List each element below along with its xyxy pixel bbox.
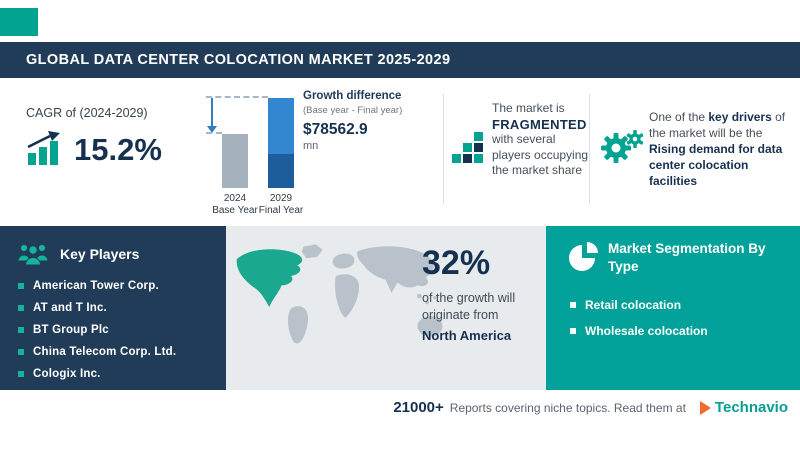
fragmented-rest: with several players occupying the marke…: [492, 132, 589, 177]
difference-arrow-icon: [207, 126, 217, 133]
region-growth-panel: 32% of the growth will originate from No…: [226, 226, 546, 390]
bullet-square-icon: [18, 349, 24, 355]
growth-difference-sublabel: (Base year - Final year): [303, 105, 403, 116]
bar-2029: [268, 98, 294, 188]
people-icon: [17, 243, 49, 266]
india-region: [385, 279, 399, 294]
asia-region: [357, 246, 434, 288]
gear-icon: [601, 130, 643, 163]
segment-name: Wholesale colocation: [585, 324, 708, 338]
greenland-region: [301, 244, 323, 259]
footer-text: Reports covering niche topics. Read them…: [449, 400, 686, 415]
world-map: [236, 244, 443, 344]
key-players-list: American Tower Corp. AT and T Inc. BT Gr…: [18, 280, 176, 390]
brand-corner-square: [0, 8, 38, 36]
australia-region: [417, 316, 443, 337]
pie-chart-icon: [569, 242, 598, 271]
bar-2024: [222, 134, 248, 188]
fragmented-squares-icon: [452, 132, 483, 163]
report-count: 21000+: [393, 399, 444, 416]
bullet-square-icon: [570, 302, 576, 308]
key-player-name: BT Group Plc: [33, 324, 109, 336]
bullet-square-icon: [18, 305, 24, 311]
growth-difference-value: $78562.9: [303, 121, 368, 138]
list-item: Cologix Inc.: [18, 368, 176, 380]
key-driver-bold2: Rising demand for data center colocation…: [649, 142, 783, 188]
cagr-value: 15.2%: [74, 132, 162, 167]
segment-name: Retail colocation: [585, 298, 682, 312]
section-divider: [589, 94, 590, 204]
technavio-arrow-icon: [699, 400, 711, 415]
list-item: Wholesale colocation: [570, 324, 708, 338]
fragmented-highlight: FRAGMENTED: [492, 116, 587, 132]
segmentation-list: Retail colocation Wholesale colocation: [570, 298, 708, 350]
technavio-brand-name: Technavio: [714, 399, 788, 416]
island: [417, 293, 422, 299]
key-player-name: China Telecom Corp. Ltd.: [33, 346, 177, 358]
north-america-region: [236, 249, 303, 307]
africa-region: [334, 274, 360, 318]
cagr-label: CAGR of (2024-2029): [26, 106, 148, 120]
bar-2024-caption: Base Year: [212, 205, 258, 216]
island: [425, 300, 429, 305]
bullet-square-icon: [18, 283, 24, 289]
growth-share-percent: 32%: [422, 244, 491, 282]
fragmented-text: The market is FRAGMENTED with several pl…: [492, 101, 594, 179]
key-driver-mid: of the market will be the: [649, 110, 786, 140]
bullet-square-icon: [18, 327, 24, 333]
bullet-square-icon: [570, 328, 576, 334]
fragmented-line1: The market is: [492, 101, 565, 115]
key-player-name: Cologix Inc.: [33, 368, 101, 380]
key-player-name: American Tower Corp.: [33, 280, 159, 292]
key-players-header: Key Players: [16, 240, 139, 268]
dashed-line-final-year: [206, 96, 268, 98]
europe-region: [332, 253, 355, 269]
key-driver-pre: One of the: [649, 110, 709, 124]
cagr-block: 15.2%: [26, 131, 162, 165]
bullet-square-icon: [18, 371, 24, 377]
footer: 21000+ Reports covering niche topics. Re…: [393, 399, 788, 416]
technavio-logo[interactable]: Technavio: [699, 399, 788, 416]
list-item: BT Group Plc: [18, 324, 176, 336]
dashed-line-base-year: [206, 132, 222, 134]
list-item: AT and T Inc.: [18, 302, 176, 314]
section-divider: [443, 94, 444, 204]
key-player-name: AT and T Inc.: [33, 302, 107, 314]
growth-share-text: of the growth will originate from: [422, 291, 516, 322]
growth-chart-icon: [27, 131, 60, 165]
key-driver-text: One of the key drivers of the market wil…: [649, 109, 798, 189]
bar-2024-year: 2024: [223, 193, 247, 204]
list-item: American Tower Corp.: [18, 280, 176, 292]
list-item: Retail colocation: [570, 298, 708, 312]
key-players-panel: Key Players American Tower Corp. AT and …: [0, 226, 226, 390]
growth-difference-label: Growth difference: [303, 90, 402, 102]
bar-2029-caption: Final Year: [258, 205, 304, 216]
difference-connector-line: [211, 98, 213, 126]
south-america-region: [287, 306, 309, 344]
bar-2029-year: 2029: [269, 193, 293, 204]
key-driver-bold1: key drivers: [708, 110, 772, 124]
island: [433, 296, 437, 300]
segmentation-title: Market Segmentation By Type: [608, 241, 766, 274]
segmentation-panel: Market Segmentation By Type Retail coloc…: [546, 226, 800, 390]
growth-difference-unit: mn: [303, 140, 319, 152]
key-players-title: Key Players: [60, 246, 140, 262]
growth-region-name: North America: [422, 328, 512, 343]
page-title: GLOBAL DATA CENTER COLOCATION MARKET 202…: [26, 52, 451, 68]
header-bar: GLOBAL DATA CENTER COLOCATION MARKET 202…: [0, 42, 800, 78]
list-item: China Telecom Corp. Ltd.: [18, 346, 176, 358]
